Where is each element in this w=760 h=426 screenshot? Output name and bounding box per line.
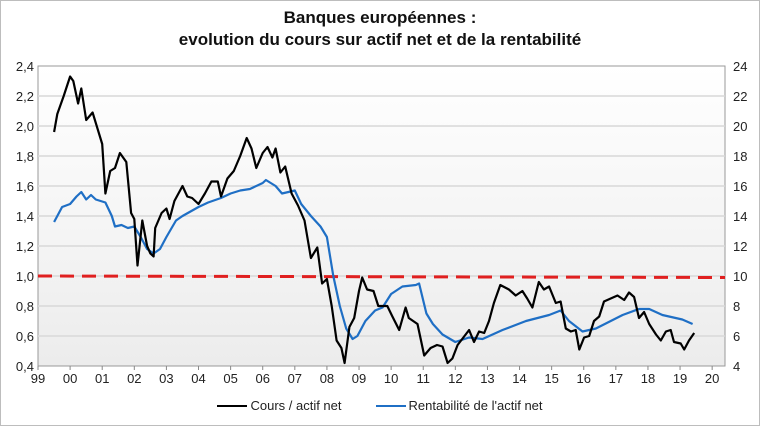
y-right-tick-label: 20 (733, 119, 747, 134)
series-line-rentabilite (53, 178, 694, 344)
x-tick-label: 01 (95, 371, 109, 386)
legend-label: Cours / actif net (250, 398, 342, 413)
y-left-tick-label: 2,4 (16, 59, 34, 74)
series-line-cours (53, 75, 696, 365)
y-left-tick-label: 1,6 (16, 179, 34, 194)
y-left-tick-label: 1,2 (16, 239, 34, 254)
x-tick-label: 15 (544, 371, 558, 386)
x-tick-label: 04 (191, 371, 205, 386)
x-tick-label: 20 (705, 371, 719, 386)
x-tick-label: 10 (384, 371, 398, 386)
y-right-tick-label: 16 (733, 179, 747, 194)
x-tick-label: 09 (352, 371, 366, 386)
legend-swatch-blue (375, 404, 406, 407)
x-tick-label: 12 (448, 371, 462, 386)
x-tick-label: 08 (320, 371, 334, 386)
x-tick-label: 17 (609, 371, 623, 386)
x-tick-label: 07 (288, 371, 302, 386)
y-left-tick-label: 2,0 (16, 119, 34, 134)
y-left-tick-label: 1,0 (16, 269, 34, 284)
y-right-tick-label: 4 (733, 359, 740, 374)
y-left-tick-label: 0,4 (16, 359, 34, 374)
y-right-tick-label: 24 (733, 59, 747, 74)
y-right-tick-label: 12 (733, 239, 747, 254)
x-tick-label: 11 (416, 371, 430, 386)
x-tick-label: 02 (127, 371, 141, 386)
y-left-tick-label: 1,4 (16, 209, 34, 224)
x-tick-label: 00 (63, 371, 77, 386)
chart-title-line-1: Banques européennes : (283, 8, 477, 27)
x-tick-label: 19 (673, 371, 687, 386)
y-right-tick-label: 22 (733, 89, 747, 104)
y-right-tick-label: 10 (733, 269, 747, 284)
reference-line-1 (37, 274, 726, 279)
x-tick-label: 16 (577, 371, 591, 386)
x-tick-label: 18 (641, 371, 655, 386)
x-tick-label: 06 (255, 371, 269, 386)
y-right-tick-label: 8 (733, 299, 740, 314)
legend: Cours / actif net Rentabilité de l'actif… (0, 398, 760, 413)
x-tick-label: 14 (512, 371, 526, 386)
x-tick-label: 03 (159, 371, 173, 386)
chart-title-line-2: evolution du cours sur actif net et de l… (178, 30, 582, 49)
y-right-tick-label: 6 (733, 329, 740, 344)
y-left-tick-label: 0,6 (16, 329, 34, 344)
x-tick-label: 13 (480, 371, 494, 386)
y-left-tick-label: 0,8 (16, 299, 34, 314)
y-right-tick-label: 14 (733, 209, 747, 224)
legend-label: Rentabilité de l'actif net (408, 398, 543, 413)
legend-item-rentabilite: Rentabilité de l'actif net (375, 398, 543, 413)
x-tick-label: 05 (223, 371, 237, 386)
x-tick-label: 99 (31, 371, 45, 386)
legend-swatch-black (217, 404, 248, 407)
legend-item-cours: Cours / actif net (217, 398, 342, 413)
y-left-tick-label: 1,8 (16, 149, 34, 164)
y-right-tick-label: 18 (733, 149, 747, 164)
y-left-tick-label: 2,2 (16, 89, 34, 104)
